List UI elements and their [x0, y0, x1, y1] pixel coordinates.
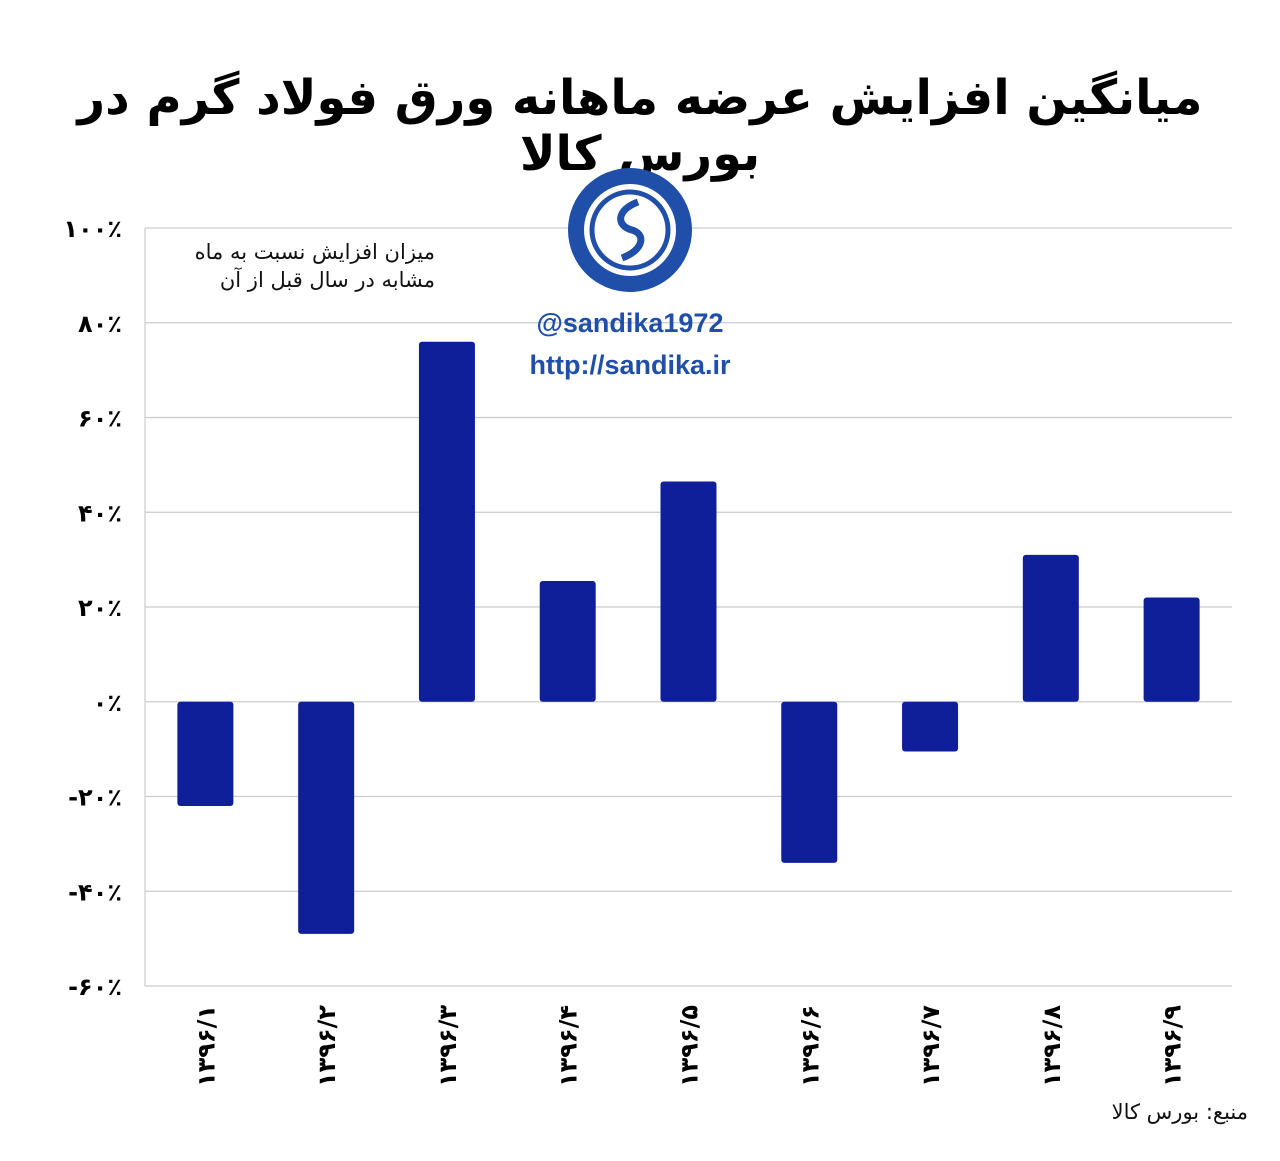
y-tick-label: ۰٪: [93, 689, 122, 717]
bar: [418, 341, 475, 702]
x-tick-label: ۱۳۹۶/۶: [796, 1005, 824, 1087]
x-tick-label: ۱۳۹۶/۱: [192, 1005, 220, 1087]
x-tick-label: ۱۳۹۶/۵: [676, 1005, 704, 1087]
y-tick-label: ۶۰٪: [78, 405, 122, 433]
y-tick-label: -۴۰٪: [68, 878, 122, 906]
chart-title: میانگین افزایش عرضه ماهانه ورق فولاد گرم…: [77, 70, 1203, 182]
chart-note: میزان افزایش نسبت به ماه مشابه در سال قب…: [150, 238, 435, 294]
x-tick-label: ۱۳۹۶/۲: [313, 1005, 341, 1087]
bar: [660, 481, 717, 702]
y-tick-label: ۲۰٪: [78, 594, 122, 622]
bar: [177, 701, 234, 806]
note-line-2: مشابه در سال قبل از آن: [219, 268, 435, 292]
x-tick-label: ۱۳۹۶/۴: [555, 1005, 583, 1087]
bar: [1022, 554, 1079, 702]
bar: [539, 580, 596, 702]
y-tick-label: -۲۰٪: [68, 784, 122, 812]
logo-icon: [568, 168, 692, 292]
x-tick-label: ۱۳۹۶/۹: [1159, 1005, 1187, 1087]
bar: [298, 701, 355, 934]
x-tick-label: ۱۳۹۶/۷: [917, 1005, 945, 1087]
source-note: منبع: بورس کالا: [1111, 1100, 1248, 1124]
x-tick-label: ۱۳۹۶/۳: [434, 1005, 462, 1087]
note-line-1: میزان افزایش نسبت به ماه: [194, 240, 435, 264]
y-tick-label: ۸۰٪: [78, 310, 122, 338]
watermark-handle: @sandika1972: [536, 308, 724, 338]
y-tick-label: ۱۰۰٪: [63, 215, 122, 243]
bar: [902, 701, 959, 752]
watermark-url: http://sandika.ir: [529, 350, 731, 380]
bar: [781, 701, 838, 863]
bar: [1143, 597, 1200, 702]
y-tick-label: -۶۰٪: [68, 973, 122, 1001]
x-tick-label: ۱۳۹۶/۸: [1038, 1005, 1066, 1087]
y-tick-label: ۴۰٪: [78, 499, 122, 527]
